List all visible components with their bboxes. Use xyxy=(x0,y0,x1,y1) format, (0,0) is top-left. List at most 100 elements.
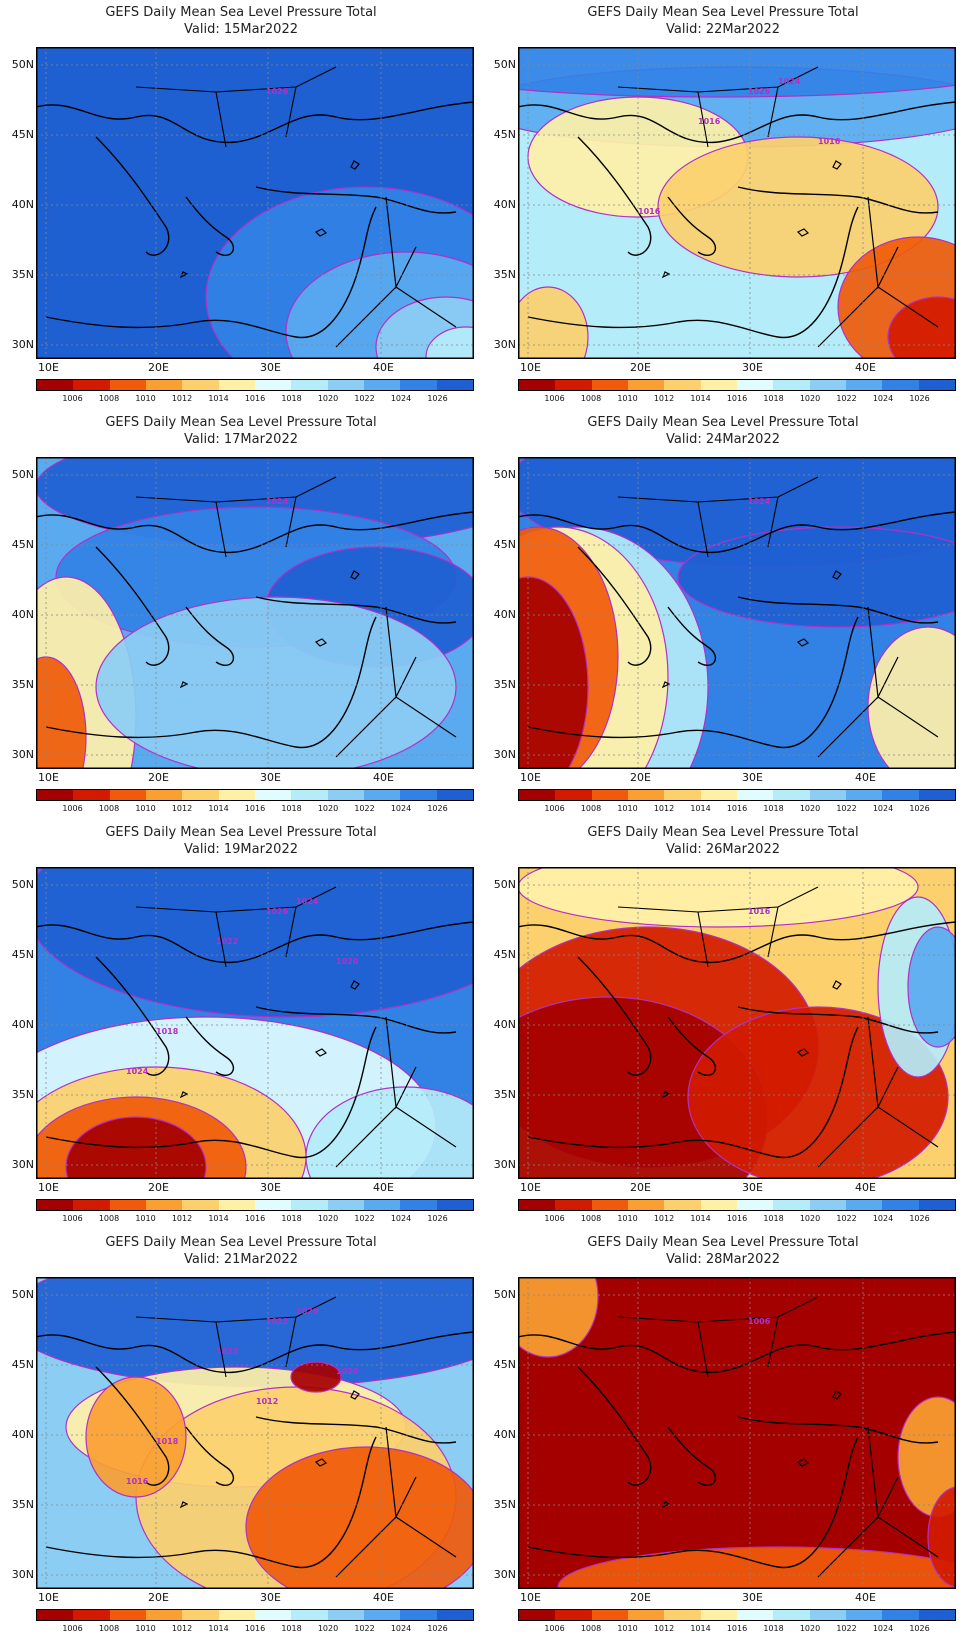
colorbar-swatch xyxy=(182,1610,219,1620)
colorbar-swatch xyxy=(400,1610,437,1620)
colorbar-swatch xyxy=(519,1200,556,1210)
colorbar-swatch xyxy=(591,380,628,390)
colorbar-tick-label: 1010 xyxy=(135,1214,156,1223)
colorbar-swatch xyxy=(845,790,883,800)
colorbar-tick-label: 1006 xyxy=(62,1214,83,1223)
colorbar-swatch xyxy=(700,380,737,390)
colorbar-tick-label: 1026 xyxy=(909,394,930,403)
colorbar-swatch xyxy=(145,790,183,800)
colorbar-tick-label: 1014 xyxy=(690,1214,711,1223)
latitude-label: 35N xyxy=(493,678,516,691)
colorbar xyxy=(518,789,956,801)
colorbar-swatch xyxy=(700,790,737,800)
colorbar-tick-label: 1010 xyxy=(135,394,156,403)
colorbar-tick-label: 1016 xyxy=(244,1624,266,1633)
longitude-label: 40E xyxy=(373,361,394,374)
colorbar-tick-label: 1020 xyxy=(317,804,339,813)
colorbar-tick-label: 1018 xyxy=(281,394,302,403)
contour-label: 1018 xyxy=(156,1027,179,1036)
longitude-label: 10E xyxy=(38,1181,59,1194)
colorbar-swatch xyxy=(519,380,556,390)
longitude-label: 30E xyxy=(260,771,281,784)
latitude-label: 30N xyxy=(493,1158,516,1171)
colorbar-swatch xyxy=(400,790,437,800)
colorbar-swatch xyxy=(218,1200,255,1210)
contour-label: 1016 xyxy=(698,117,721,126)
colorbar-tick-label: 1012 xyxy=(653,394,675,403)
colorbar-swatch xyxy=(882,1610,919,1620)
longitude-label: 30E xyxy=(742,1181,763,1194)
colorbar-swatch xyxy=(291,1200,328,1210)
colorbar-tick-label: 1026 xyxy=(909,804,930,813)
pressure-map xyxy=(518,1277,956,1589)
colorbar-swatch xyxy=(918,1610,955,1620)
longitude-label: 40E xyxy=(855,1181,876,1194)
longitude-label: 30E xyxy=(742,1591,763,1604)
colorbar-swatch xyxy=(555,380,592,390)
pressure-map xyxy=(36,867,474,1179)
colorbar-swatch xyxy=(109,790,146,800)
pressure-map xyxy=(36,1277,474,1589)
colorbar-tick-label: 1026 xyxy=(427,804,448,813)
latitude-label: 35N xyxy=(11,678,34,691)
longitude-label: 40E xyxy=(855,771,876,784)
colorbar-swatch xyxy=(291,1610,328,1620)
colorbar-swatch xyxy=(736,790,774,800)
colorbar-swatch xyxy=(736,1610,774,1620)
longitude-label: 10E xyxy=(520,1591,541,1604)
contour-label: 1016 xyxy=(748,907,771,916)
colorbar-swatch xyxy=(73,380,110,390)
colorbar-tick-label: 1018 xyxy=(281,804,302,813)
colorbar-tick-label: 1006 xyxy=(62,394,83,403)
colorbar-swatch xyxy=(400,380,437,390)
map-panel: GEFS Daily Mean Sea Level Pressure Total… xyxy=(482,1230,964,1640)
contour-label: 1024 xyxy=(296,897,319,906)
colorbar-swatch xyxy=(555,1200,592,1210)
colorbar-tick-label: 1006 xyxy=(544,1214,565,1223)
colorbar xyxy=(518,1199,956,1211)
colorbar-tick-label: 1008 xyxy=(98,1624,120,1633)
latitude-label: 45N xyxy=(493,538,516,551)
colorbar-tick-label: 1022 xyxy=(836,1624,857,1633)
latitude-label: 45N xyxy=(493,128,516,141)
colorbar-swatch xyxy=(664,1200,701,1210)
latitude-label: 40N xyxy=(11,1428,34,1441)
colorbar-tick-label: 1008 xyxy=(98,1214,120,1223)
colorbar-swatch xyxy=(555,1610,592,1620)
colorbar-tick-label: 1014 xyxy=(208,394,229,403)
colorbar-swatch xyxy=(736,380,774,390)
longitude-label: 20E xyxy=(148,771,169,784)
colorbar-swatch xyxy=(291,790,328,800)
panel-title: GEFS Daily Mean Sea Level Pressure Total xyxy=(587,1235,859,1250)
colorbar-swatch xyxy=(918,790,955,800)
colorbar-tick-label: 1018 xyxy=(763,804,784,813)
colorbar-swatch xyxy=(327,1200,364,1210)
contour-label: 1016 xyxy=(818,137,841,146)
colorbar-swatch xyxy=(218,1610,255,1620)
contour-label: 1024 xyxy=(126,1067,149,1076)
colorbar-tick-label: 1008 xyxy=(580,394,602,403)
colorbar xyxy=(518,1609,956,1621)
colorbar-tick-label: 1022 xyxy=(836,1214,857,1223)
colorbar-swatch xyxy=(918,380,955,390)
colorbar-tick-label: 1020 xyxy=(317,1624,339,1633)
colorbar-tick-label: 1026 xyxy=(909,1624,930,1633)
colorbar-swatch xyxy=(436,380,473,390)
colorbar xyxy=(36,379,474,391)
colorbar-swatch xyxy=(809,380,846,390)
colorbar-tick-label: 1016 xyxy=(726,804,748,813)
contour-label: 1026 xyxy=(748,87,771,96)
colorbar-swatch xyxy=(882,380,919,390)
colorbar-swatch xyxy=(591,790,628,800)
latitude-label: 40N xyxy=(11,1018,34,1031)
colorbar-tick-label: 1022 xyxy=(354,1214,375,1223)
colorbar-swatch xyxy=(327,790,364,800)
latitude-label: 40N xyxy=(11,608,34,621)
latitude-label: 45N xyxy=(11,948,34,961)
contour-label: 1022 xyxy=(216,1347,239,1356)
panel-valid-date: Valid: 19Mar2022 xyxy=(184,842,298,857)
colorbar-tick-label: 1014 xyxy=(690,804,711,813)
panel-valid-date: Valid: 24Mar2022 xyxy=(666,432,780,447)
map-panel: GEFS Daily Mean Sea Level Pressure Total… xyxy=(0,1230,482,1640)
colorbar-swatch xyxy=(918,1200,955,1210)
